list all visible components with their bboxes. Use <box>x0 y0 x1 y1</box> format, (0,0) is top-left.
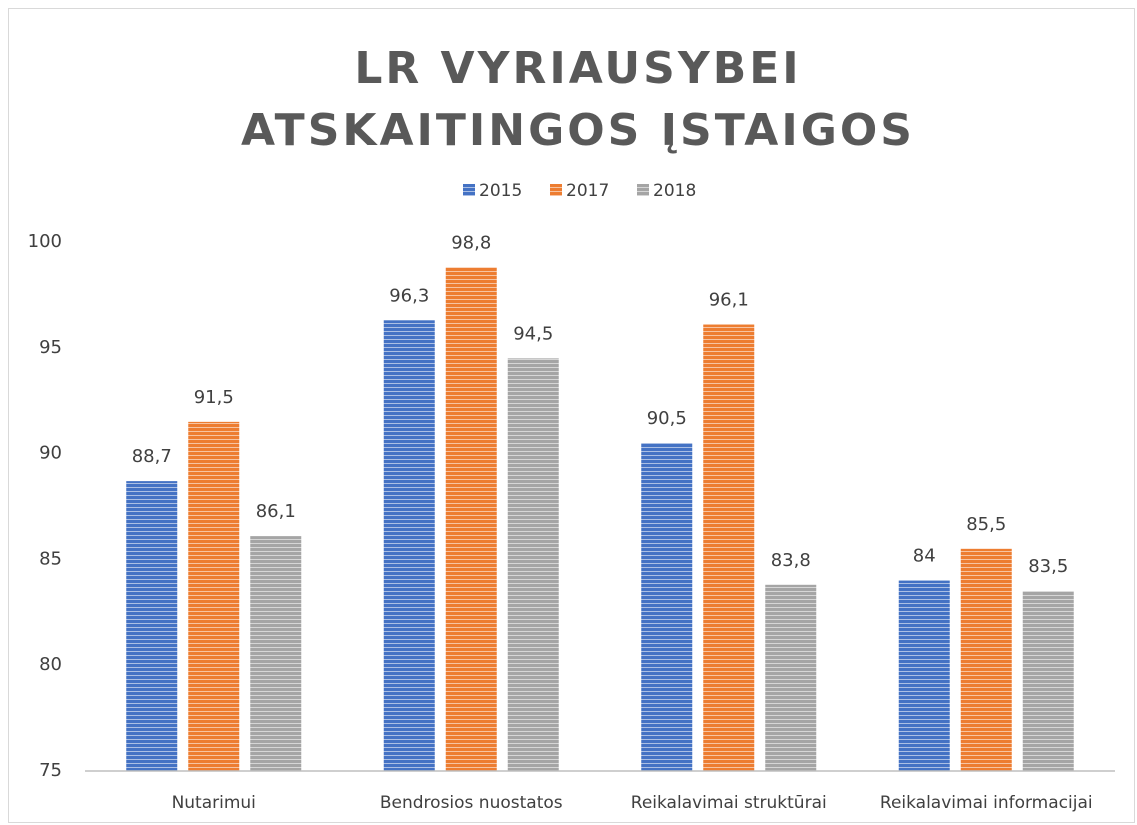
legend-label: 2018 <box>653 181 696 201</box>
bar <box>1022 591 1074 771</box>
bar <box>126 481 178 771</box>
data-label: 98,8 <box>451 232 491 253</box>
y-tick-label: 85 <box>39 548 62 569</box>
x-tick-label: Reikalavimai struktūrai <box>631 793 827 813</box>
data-label: 88,7 <box>132 446 172 467</box>
data-label: 83,8 <box>771 550 811 571</box>
bar <box>507 358 559 771</box>
data-label: 96,3 <box>389 285 429 306</box>
bar <box>703 324 755 771</box>
bar <box>445 267 497 771</box>
data-label: 90,5 <box>647 408 687 429</box>
data-label: 91,5 <box>194 387 234 408</box>
bar <box>250 536 302 771</box>
legend-swatch <box>463 184 475 196</box>
bar <box>960 548 1012 771</box>
data-label: 85,5 <box>966 514 1006 535</box>
y-tick-label: 95 <box>39 337 62 358</box>
bar <box>188 421 240 771</box>
y-tick-label: 100 <box>28 231 62 252</box>
y-tick-label: 80 <box>39 654 62 675</box>
bar <box>383 320 435 771</box>
x-tick-label: Nutarimui <box>172 793 256 813</box>
legend-label: 2015 <box>479 181 522 201</box>
data-label: 94,5 <box>513 323 553 344</box>
bar <box>898 580 950 771</box>
y-tick-label: 75 <box>39 760 62 781</box>
y-tick-label: 90 <box>39 443 62 464</box>
data-label: 83,5 <box>1028 556 1068 577</box>
bar <box>765 584 817 771</box>
legend-label: 2017 <box>566 181 609 201</box>
data-label: 86,1 <box>256 501 296 522</box>
legend-swatch <box>550 184 562 196</box>
x-tick-label: Reikalavimai informacijai <box>880 793 1093 813</box>
legend-swatch <box>637 184 649 196</box>
x-tick-label: Bendrosios nuostatos <box>380 793 563 813</box>
chart-border <box>8 8 1135 823</box>
bar <box>641 443 693 771</box>
chart-title: LR VYRIAUSYBEI ATSKAITINGOS ĮSTAIGOS <box>241 43 915 156</box>
data-label: 84 <box>913 546 936 567</box>
data-label: 96,1 <box>709 290 749 311</box>
